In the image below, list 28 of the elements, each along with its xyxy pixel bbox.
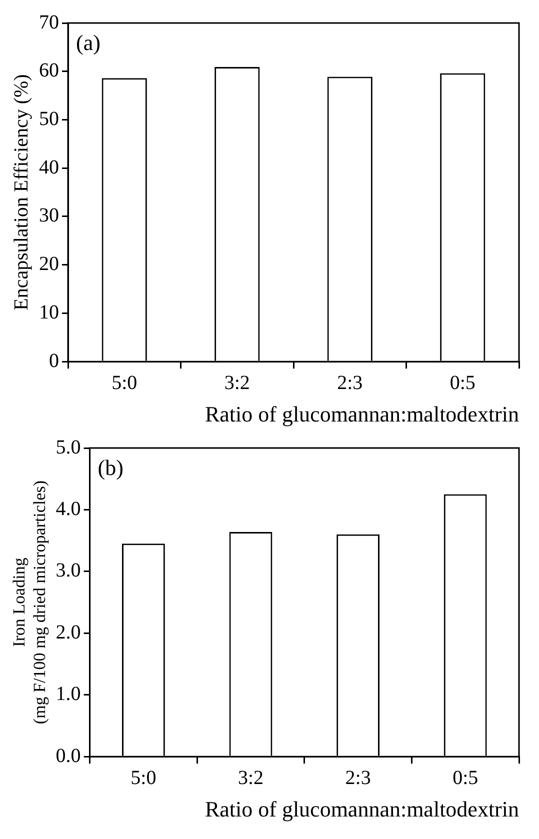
y-tick-label: 0.0 bbox=[56, 744, 81, 767]
x-tick-label: 2:3 bbox=[337, 372, 363, 394]
x-tick-label: 0:5 bbox=[450, 372, 476, 394]
x-axis-title: Ratio of glucomannan:maltodextrin bbox=[204, 796, 519, 822]
annotation: (b) bbox=[98, 454, 124, 480]
y-tick-label: 10 bbox=[39, 301, 59, 324]
y-tick-label: 60 bbox=[39, 60, 59, 82]
x-tick-label: 0:5 bbox=[452, 766, 478, 789]
y-tick-label: 1.0 bbox=[56, 683, 81, 706]
y-axis-title: Iron Loading (mg F/100 mg dried microparticles) bbox=[10, 480, 50, 724]
y-tick-label: 40 bbox=[39, 156, 59, 178]
y-tick-label: 30 bbox=[39, 204, 59, 227]
x-tick-label: 3:2 bbox=[238, 766, 264, 789]
x-tick-label: 3:2 bbox=[224, 372, 250, 394]
y-tick-label: 0 bbox=[49, 350, 59, 372]
y-tick-label: 50 bbox=[39, 108, 59, 130]
y-tick-label: 20 bbox=[39, 253, 59, 276]
y-tick-label: 5.0 bbox=[56, 436, 81, 458]
y-tick-label: 4.0 bbox=[56, 498, 81, 520]
x-tick-label: 2:3 bbox=[345, 766, 371, 789]
x-tick-label: 5:0 bbox=[130, 766, 156, 789]
x-axis-title: Ratio of glucomannan:maltodextrin bbox=[204, 402, 519, 427]
annotation: (a) bbox=[76, 30, 100, 55]
y-tick-label: 3.0 bbox=[56, 560, 81, 582]
x-tick-label: 5:0 bbox=[112, 372, 138, 394]
y-tick-label: 70 bbox=[39, 11, 59, 34]
y-axis-title: Encapsulation Efficiency (%) bbox=[10, 74, 32, 310]
y-tick-label: 2.0 bbox=[56, 621, 81, 644]
